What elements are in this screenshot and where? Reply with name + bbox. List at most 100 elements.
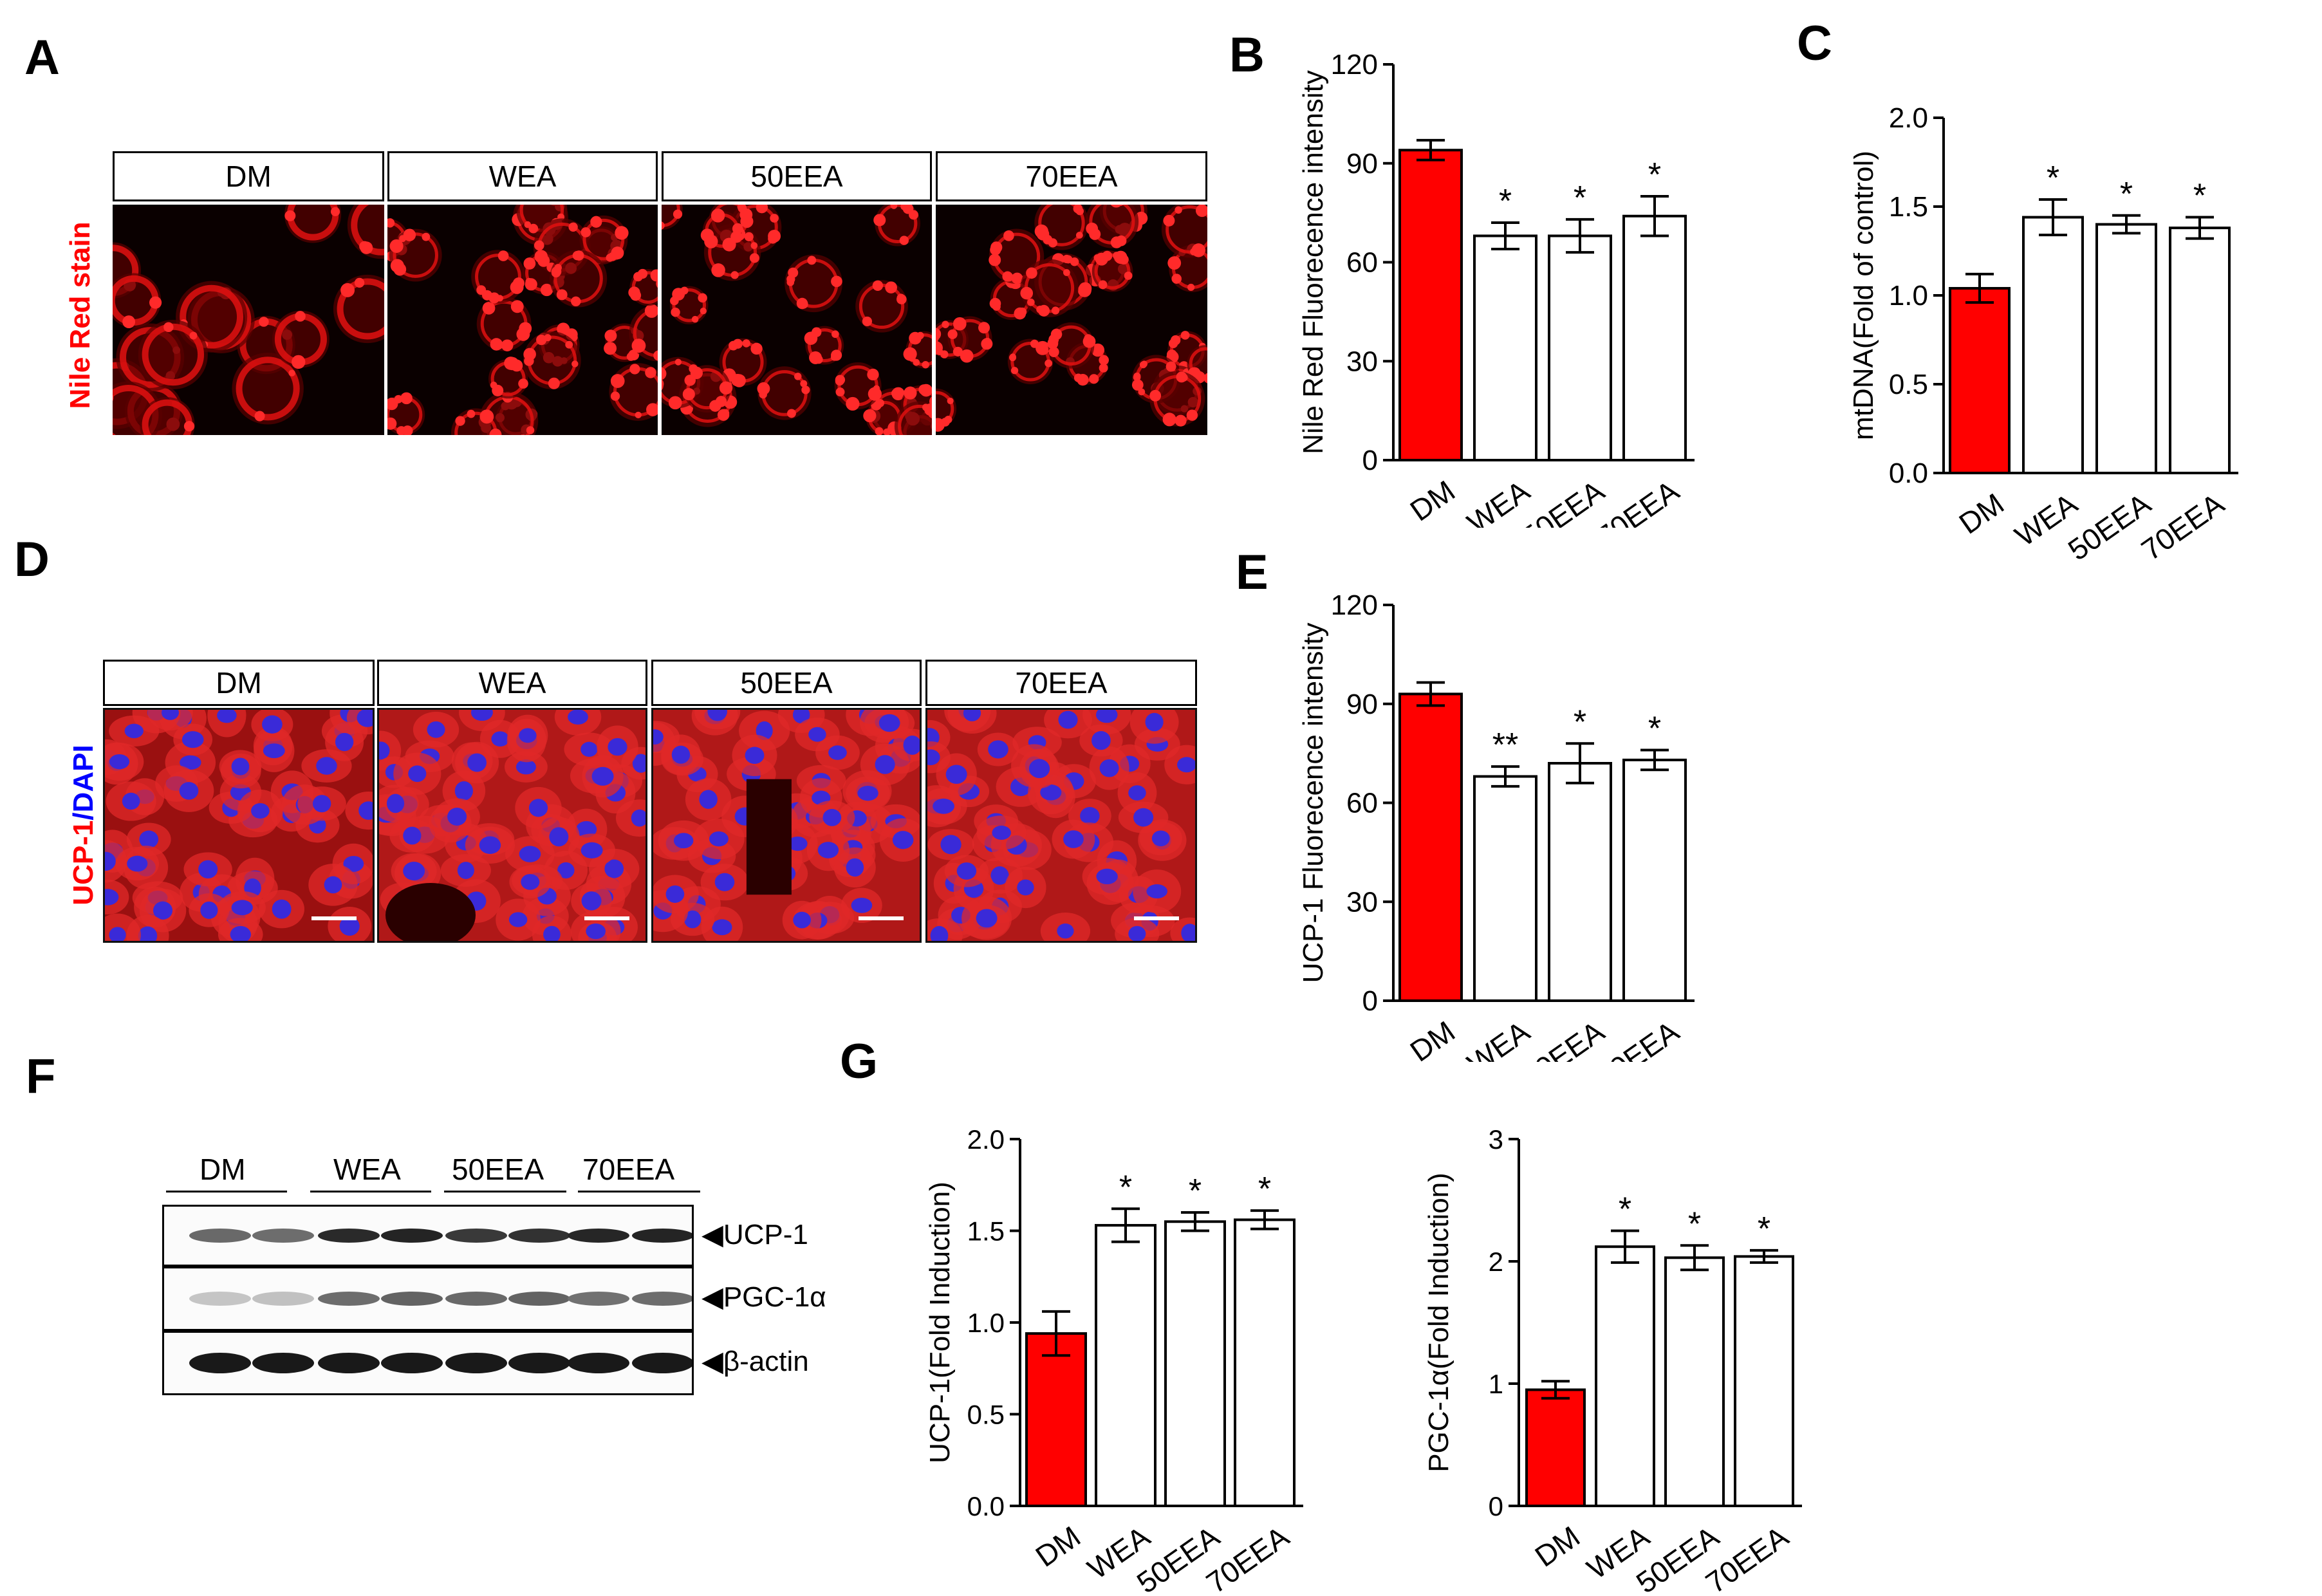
nile-red-image-70eea: [936, 205, 1207, 435]
error-bar: [1111, 1207, 1140, 1243]
error-bar: [2112, 214, 2141, 235]
error-bar: [1566, 742, 1594, 784]
blot-group-70eea: 70EEA: [582, 1153, 675, 1186]
panel-label-g: G: [840, 1034, 878, 1089]
blot-band: [318, 1229, 380, 1243]
y-tick-label: 0: [1362, 445, 1378, 476]
x-tick-label: WEA: [1461, 1014, 1536, 1062]
error-bar: [1611, 1229, 1639, 1264]
y-tick-label: 0.5: [967, 1400, 1005, 1430]
y-tick-label: 2: [1489, 1247, 1503, 1277]
bar-dm: [1398, 692, 1463, 1002]
significance-mark: *: [2120, 176, 2133, 213]
blot-bands: [189, 1229, 692, 1243]
ucp1-dapi-cells: [653, 710, 920, 941]
nile-red-cells: [662, 205, 932, 435]
nile-red-cells: [387, 205, 658, 435]
error-bar: [1566, 218, 1594, 254]
panel-label-d: D: [14, 532, 50, 587]
blot-row-beta-actin: [162, 1331, 694, 1395]
ucp1-dapi-cells: [927, 710, 1195, 941]
bar-50eea: [1164, 1220, 1226, 1507]
bar-dm: [1525, 1388, 1586, 1507]
blot-label-pgc1a: ◀PGC-1α: [701, 1281, 826, 1313]
nile-red-cells: [113, 205, 384, 435]
error-bar: [1416, 138, 1445, 162]
y-tick-label: 60: [1346, 788, 1378, 819]
significance-mark: *: [1574, 703, 1586, 741]
significance-mark: *: [1758, 1211, 1770, 1248]
blot-band: [189, 1353, 251, 1373]
y-tick-label: 3: [1489, 1124, 1503, 1155]
x-tick-label: 70EEA: [1700, 1519, 1794, 1596]
significance-mark: *: [1258, 1171, 1271, 1208]
panel-label-a: A: [24, 30, 60, 85]
blot-band: [568, 1229, 629, 1243]
significance-mark: *: [1648, 710, 1661, 748]
panel-a-header-dm: DM: [113, 151, 384, 201]
panel-a-header-70eea: 70EEA: [936, 151, 1207, 201]
panel-d-header-wea: WEA: [377, 660, 647, 706]
y-tick-label: 30: [1346, 886, 1378, 918]
x-tick-label: 50EEA: [2062, 487, 2157, 566]
significance-mark: *: [1574, 180, 1586, 217]
scale-bar: [859, 916, 904, 920]
bar-wea: [1473, 234, 1537, 461]
blot-group-line-70eea: [578, 1191, 700, 1192]
ucp1-dapi-image-70eea: [925, 708, 1197, 943]
y-tick-label: 0.5: [1889, 369, 1928, 400]
ucp1-dapi-cells: [379, 710, 646, 941]
blot-group-line-50eea: [444, 1191, 566, 1192]
error-bar: [1416, 681, 1445, 707]
panel-label-f: F: [26, 1049, 56, 1104]
error-bar: [1042, 1310, 1070, 1357]
error-bar: [1680, 1244, 1709, 1272]
error-bar: [1491, 221, 1519, 250]
blot-band: [318, 1353, 380, 1373]
significance-mark: *: [1648, 156, 1661, 194]
y-tick-label: 1: [1489, 1369, 1503, 1399]
bar-70eea: [1734, 1255, 1794, 1507]
blot-band: [508, 1229, 570, 1243]
bar-wea: [2022, 216, 2084, 474]
y-tick-label: 120: [1331, 49, 1378, 80]
y-tick-label: 2.0: [1889, 102, 1928, 134]
blot-band: [445, 1229, 507, 1243]
y-axis-label: UCP-1 Fluorecence intensity: [1297, 622, 1329, 983]
scale-bar: [311, 916, 357, 920]
bar-70eea: [1622, 758, 1687, 1002]
bar-wea: [1595, 1245, 1655, 1507]
panel-a-header-50eea: 50EEA: [662, 151, 932, 201]
y-tick-label: 120: [1331, 589, 1378, 621]
error-bar: [2186, 216, 2214, 240]
panel-d-header-50eea: 50EEA: [651, 660, 922, 706]
x-tick-label: DM: [1953, 487, 2010, 541]
blot-band: [632, 1229, 692, 1243]
blot-band: [381, 1229, 443, 1243]
blot-label-ucp1: ◀UCP-1: [701, 1219, 808, 1250]
y-axis-label: mtDNA(Fold of control): [1853, 151, 1879, 440]
blot-band: [508, 1292, 570, 1306]
error-bar: [1491, 765, 1519, 788]
error-bar: [1181, 1211, 1209, 1232]
bar-70eea: [1234, 1218, 1296, 1507]
y-tick-label: 1.5: [1889, 191, 1928, 223]
y-tick-label: 90: [1346, 148, 1378, 180]
y-tick-label: 0: [1362, 985, 1378, 1017]
ucp1-dapi-image-wea: [377, 708, 647, 943]
panel-d-stain-label: UCP-1/DAPI: [68, 728, 100, 922]
x-tick-label: 70EEA: [1200, 1519, 1295, 1596]
blot-row-pgc1a: [162, 1267, 694, 1331]
blot-band: [252, 1292, 314, 1306]
significance-mark: *: [1119, 1169, 1132, 1206]
blot-band: [189, 1229, 251, 1243]
error-bar: [2039, 198, 2067, 237]
significance-mark: *: [1688, 1205, 1701, 1243]
x-tick-label: 70EEA: [2135, 487, 2230, 566]
x-tick-label: DM: [1404, 474, 1461, 528]
blot-bands: [189, 1292, 692, 1306]
blot-band: [632, 1292, 692, 1306]
significance-mark: *: [2047, 160, 2059, 197]
